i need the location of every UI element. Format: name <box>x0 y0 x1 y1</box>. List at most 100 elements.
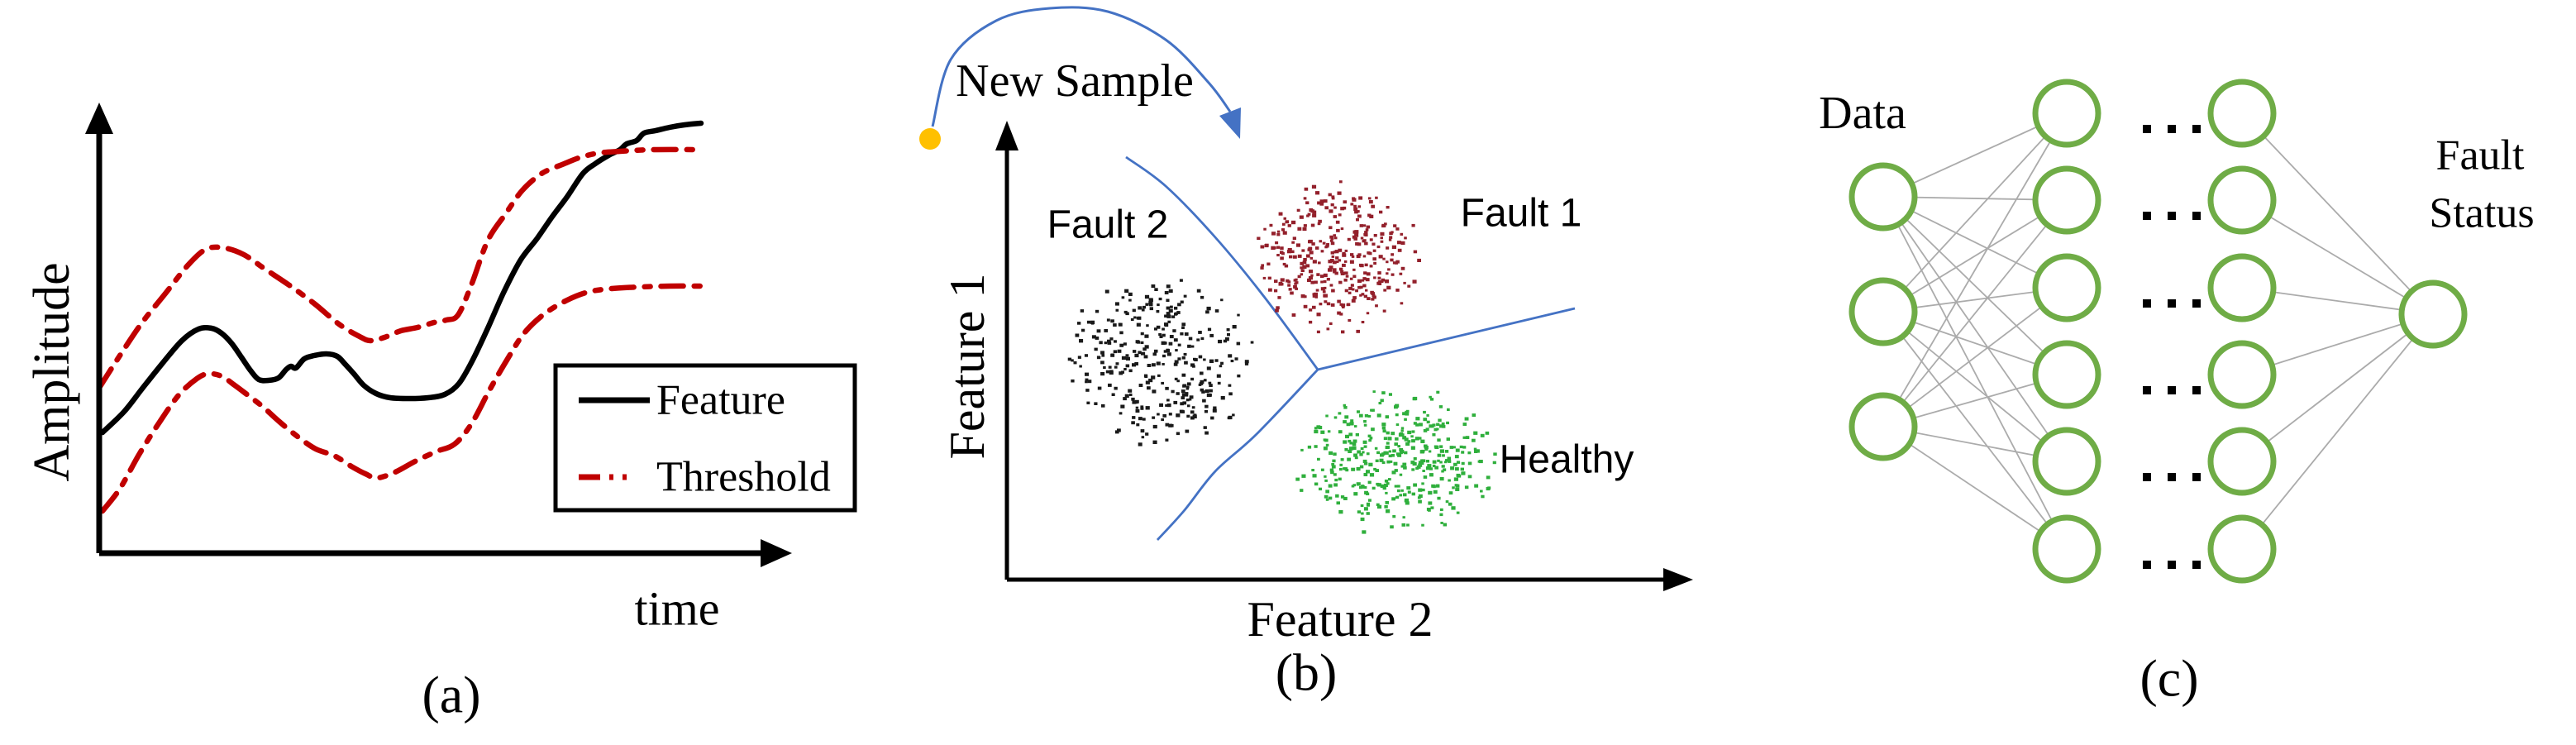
scatter-dot <box>1125 364 1130 368</box>
panel-a-x-axis-arrow-icon <box>761 539 792 567</box>
scatter-dot <box>1418 494 1423 499</box>
scatter-dot <box>1310 209 1315 213</box>
scatter-dot <box>1335 256 1339 260</box>
scatter-dot <box>1381 391 1386 394</box>
curve-threshold-lower- <box>99 283 704 514</box>
scatter-dot <box>1353 207 1358 211</box>
scatter-dot <box>1404 236 1407 240</box>
scatter-dot <box>1297 227 1302 231</box>
scatter-dot <box>1467 461 1472 466</box>
scatter-dot <box>1359 452 1363 456</box>
scatter-dot <box>1184 332 1189 336</box>
scatter-dot <box>1425 460 1429 463</box>
scatter-dot <box>1095 309 1100 313</box>
scatter-dot <box>1338 280 1343 284</box>
scatter-dot <box>1339 303 1343 306</box>
scatter-dot <box>1330 470 1334 475</box>
scatter-dot <box>1364 241 1368 246</box>
scatter-dot <box>1177 303 1181 307</box>
scatter-dot <box>1339 463 1343 466</box>
scatter-dot <box>1201 390 1205 394</box>
scatter-dot <box>1381 426 1386 430</box>
scatter-dot <box>1309 251 1314 255</box>
scatter-dot <box>1136 423 1140 427</box>
scatter-dot <box>1206 306 1211 311</box>
scatter-dot <box>1375 459 1379 462</box>
scatter-dot <box>1290 250 1295 254</box>
scatter-dot <box>1100 361 1104 365</box>
ellipsis-dot-icon <box>2192 299 2201 308</box>
scatter-dot <box>1280 246 1284 251</box>
scatter-dot <box>1154 349 1158 353</box>
scatter-dot <box>1343 440 1348 444</box>
scatter-dot <box>1375 469 1379 472</box>
scatter-dot <box>1262 276 1267 279</box>
scatter-dot <box>1372 390 1376 394</box>
scatter-dot <box>1390 258 1394 262</box>
input-node <box>1849 277 1918 346</box>
output-node <box>2398 279 2468 349</box>
scatter-dot <box>1172 329 1176 332</box>
panel-c: Data Fault Status (c) <box>1819 79 2535 708</box>
scatter-dot <box>1479 460 1483 464</box>
scatter-dot <box>1400 465 1405 468</box>
scatter-dot <box>1106 318 1110 322</box>
scatter-dot <box>1138 442 1143 447</box>
scatter-dot <box>1360 264 1364 268</box>
scatter-dot <box>1445 459 1449 462</box>
scatter-dot <box>1377 276 1381 279</box>
scatter-dot <box>1462 436 1467 439</box>
edge-input-hidden <box>1882 196 2068 375</box>
scatter-dot <box>1287 280 1291 284</box>
scatter-dot <box>1176 311 1181 314</box>
scatter-dot <box>1355 432 1359 437</box>
scatter-dot <box>1396 489 1400 493</box>
scatter-dot <box>1473 447 1477 451</box>
scatter-dot <box>1373 276 1376 279</box>
scatter-dot <box>1348 447 1354 451</box>
scatter-dot <box>1110 353 1115 357</box>
scatter-dot <box>1162 333 1166 337</box>
scatter-dot <box>1411 468 1415 471</box>
ellipsis-dot-icon <box>2143 299 2151 308</box>
scatter-dot <box>1338 248 1343 252</box>
scatter-dot <box>1144 294 1150 299</box>
scatter-dot <box>1328 484 1333 488</box>
decision-boundaries <box>1125 155 1576 541</box>
scatter-dot <box>1352 439 1357 443</box>
scatter-dot <box>1312 305 1316 309</box>
scatter-dot <box>1180 332 1184 336</box>
scatter-dot <box>1151 375 1156 380</box>
hidden-layer2-node <box>2207 340 2277 409</box>
scatter-dot <box>1138 306 1143 310</box>
scatter-dot <box>1228 384 1232 387</box>
scatter-dot <box>1454 455 1459 459</box>
scatter-dot <box>1200 295 1205 299</box>
scatter-dot <box>1441 422 1445 426</box>
scatter-dot <box>1166 399 1170 402</box>
scatter-dot <box>1217 381 1221 385</box>
boundary-line-3 <box>1156 369 1319 541</box>
scatter-dot <box>1400 266 1405 270</box>
scatter-dot <box>1392 261 1396 265</box>
ellipsis-dot-icon <box>2192 561 2201 569</box>
scatter-dot <box>1304 187 1309 191</box>
scatter-dot <box>1309 308 1313 312</box>
scatter-dot <box>1343 200 1347 204</box>
scatter-dot <box>1383 289 1387 292</box>
scatter-dot <box>1428 501 1433 505</box>
scatter-dot <box>1438 418 1442 423</box>
scatter-dot <box>1388 478 1391 481</box>
scatter-dot <box>1230 360 1234 363</box>
scatter-dot <box>1302 265 1307 269</box>
scatter-dot <box>1166 306 1171 310</box>
scatter-dot <box>1244 360 1249 364</box>
scatter-dot <box>1403 281 1406 284</box>
scatter-dot <box>1421 523 1424 527</box>
scatter-dot <box>1166 349 1170 353</box>
scatter-dot <box>1394 442 1398 447</box>
scatter-dot <box>1344 249 1348 252</box>
scatter-dot <box>1365 289 1368 292</box>
edge-hidden-output <box>2241 199 2434 315</box>
scatter-dot <box>1140 332 1144 336</box>
